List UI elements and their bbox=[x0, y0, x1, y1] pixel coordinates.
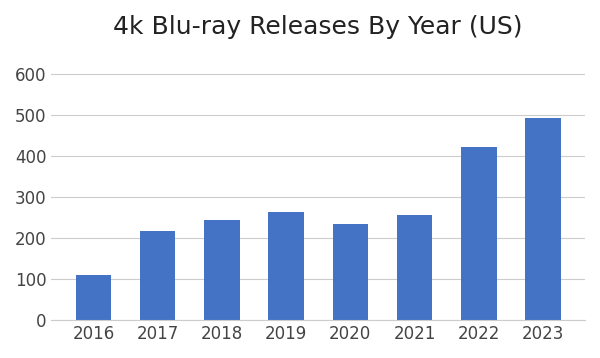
Bar bbox=[140, 231, 175, 320]
Bar bbox=[526, 118, 561, 320]
Bar bbox=[204, 219, 239, 320]
Bar bbox=[461, 147, 497, 320]
Title: 4k Blu-ray Releases By Year (US): 4k Blu-ray Releases By Year (US) bbox=[113, 15, 523, 39]
Bar bbox=[268, 212, 304, 320]
Bar bbox=[332, 224, 368, 320]
Bar bbox=[76, 275, 111, 320]
Bar bbox=[397, 215, 432, 320]
